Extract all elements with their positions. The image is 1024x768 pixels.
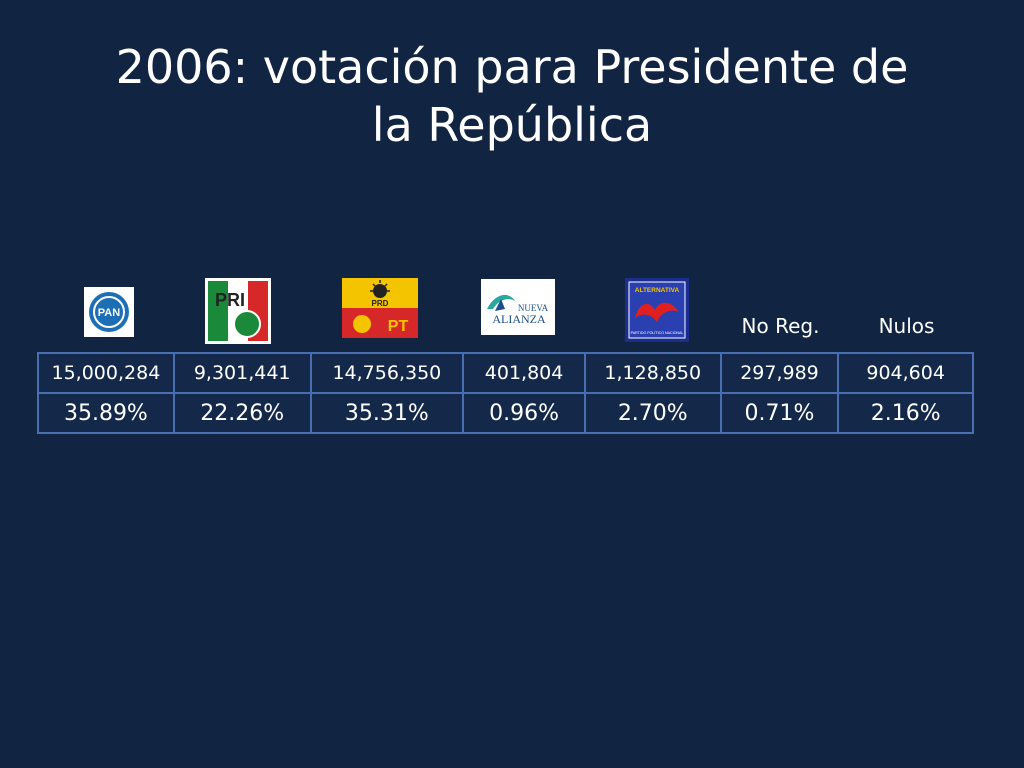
alternativa-logo: ALTERNATIVA PARTIDO POLÍTICO NACIONAL <box>625 278 689 342</box>
pt-logo-text: PT <box>388 318 409 335</box>
votes-row: 15,000,284 9,301,441 14,756,350 401,804 … <box>37 352 974 394</box>
percent-row: 35.89% 22.26% 35.31% 0.96% 2.70% 0.71% 2… <box>37 392 974 434</box>
prd-pt-logo: PRD PT <box>342 278 418 338</box>
percent-cell-pan: 35.89% <box>37 392 175 434</box>
alianza-logo-text: ALIANZA <box>492 312 546 326</box>
pri-logo-text: PRI <box>215 290 245 310</box>
pan-logo: PAN <box>84 287 134 337</box>
party-header-row: PAN PRI PRD PT <box>37 272 974 348</box>
results-table: 15,000,284 9,301,441 14,756,350 401,804 … <box>37 352 974 434</box>
votes-cell-nueva-alianza: 401,804 <box>462 352 586 394</box>
percent-cell-prd-pt: 35.31% <box>309 392 465 434</box>
percent-cell-no-reg: 0.71% <box>719 392 840 434</box>
votes-cell-pan: 15,000,284 <box>37 352 175 394</box>
votes-cell-pri: 9,301,441 <box>172 352 312 394</box>
votes-cell-alternativa: 1,128,850 <box>583 352 722 394</box>
slide-title: 2006: votación para Presidente de la Rep… <box>0 38 1024 154</box>
nueva-logo-text: NUEVA <box>518 303 549 313</box>
nulos-label: Nulos <box>878 314 935 338</box>
percent-cell-alternativa: 2.70% <box>583 392 722 434</box>
percent-cell-nulos: 2.16% <box>837 392 974 434</box>
votes-cell-nulos: 904,604 <box>837 352 974 394</box>
no-reg-label: No Reg. <box>741 314 820 338</box>
percent-cell-nueva-alianza: 0.96% <box>462 392 586 434</box>
title-line-1: 2006: votación para Presidente de <box>115 40 909 94</box>
nueva-alianza-logo: NUEVA ALIANZA <box>481 279 555 335</box>
votes-cell-no-reg: 297,989 <box>719 352 840 394</box>
votes-cell-prd-pt: 14,756,350 <box>309 352 465 394</box>
title-line-2: la República <box>371 98 653 152</box>
percent-cell-pri: 22.26% <box>172 392 312 434</box>
prd-logo-text: PRD <box>372 299 389 308</box>
pri-logo: PRI <box>205 278 271 344</box>
alternativa-logo-text: ALTERNATIVA <box>635 287 680 294</box>
pan-logo-text: PAN <box>98 307 120 319</box>
alternativa-sub-text: PARTIDO POLÍTICO NACIONAL <box>631 331 684 335</box>
